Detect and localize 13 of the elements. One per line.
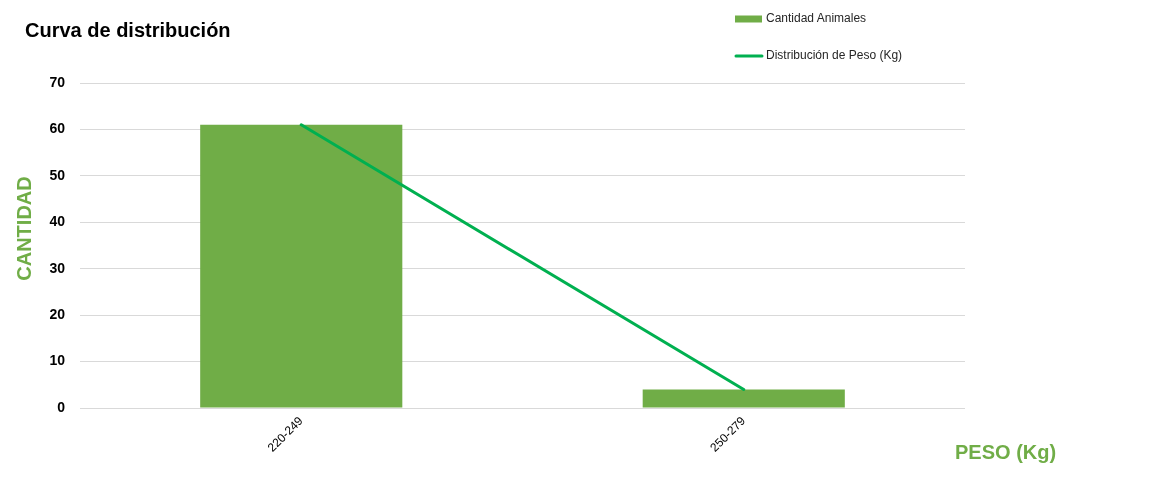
y-tick-label: 70: [49, 73, 66, 90]
legend-label: Distribución de Peso (Kg): [766, 48, 903, 63]
y-tick-label: 30: [49, 259, 66, 276]
chart-title: Curva de distribución: [25, 18, 231, 41]
y-tick-label: 40: [49, 213, 66, 230]
y-tick-label: 60: [49, 120, 66, 137]
y-axis-title: CANTIDAD: [12, 176, 35, 281]
legend-label: Cantidad Animales: [766, 11, 867, 26]
y-tick-label: 20: [49, 306, 66, 322]
y-tick-label: 10: [49, 352, 66, 369]
y-tick-label: 50: [49, 166, 66, 183]
y-tick-label: 0: [57, 398, 66, 415]
x-axis-title: PESO (Kg): [955, 440, 1057, 463]
